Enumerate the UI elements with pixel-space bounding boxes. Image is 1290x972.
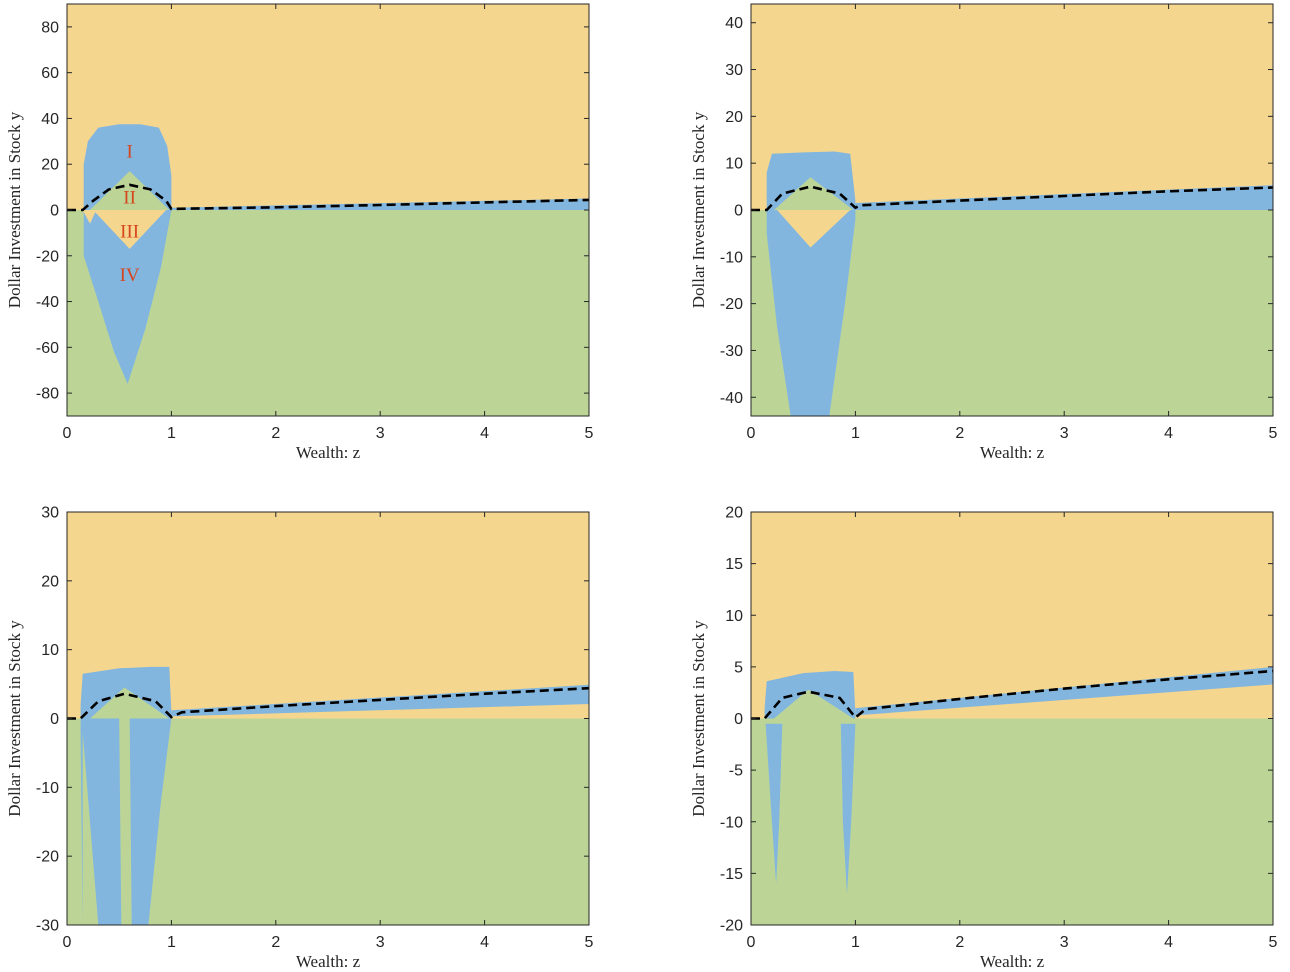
boundary-curve (751, 669, 1273, 720)
x-tick-label: 1 (851, 934, 860, 951)
plot-area (751, 512, 1273, 925)
y-tick-label: 40 (41, 111, 59, 128)
y-tick-label: 30 (725, 62, 743, 79)
y-tick-label: -20 (36, 849, 59, 866)
y-tick-label: 0 (734, 203, 743, 220)
region-blue-spike-left (765, 723, 783, 884)
y-tick-label: -40 (36, 294, 59, 311)
region-blue-lower (766, 210, 856, 416)
y-tick-label: 20 (725, 505, 743, 522)
y-tick-label: -30 (720, 343, 743, 360)
region-ii (773, 689, 854, 719)
y-tick-label: -15 (720, 866, 743, 883)
x-tick-label: 0 (63, 934, 72, 951)
y-tick-label: -20 (720, 918, 743, 935)
x-tick-label: 4 (480, 934, 489, 951)
x-tick-label: 1 (167, 934, 176, 951)
boundary-curve (751, 185, 1273, 212)
region-blue-strip (855, 185, 1273, 210)
x-tick-label: 1 (167, 425, 176, 442)
boundary-curve (67, 183, 589, 212)
x-tick-label: 1 (851, 425, 860, 442)
x-tick-label: 3 (1060, 425, 1069, 442)
y-tick-label: -20 (36, 248, 59, 265)
region-label: III (120, 222, 139, 243)
x-tick-label: 0 (63, 425, 72, 442)
y-tick-label: -10 (720, 249, 743, 266)
x-axis-label: Wealth: z (980, 443, 1045, 462)
region-ii (773, 177, 854, 210)
chart-panel-bottom-right: 0 1 2 3 4 5 -20 -15 -10 -5 0 5 10 15 20 Wealth: z Dollar… (689, 505, 1278, 972)
region-iii (777, 210, 851, 248)
y-tick-label: 20 (41, 157, 59, 174)
plot-area (751, 4, 1273, 416)
x-tick-label: 4 (1164, 934, 1173, 951)
region-blue-lower-left (80, 718, 122, 925)
region-ii (89, 687, 170, 719)
x-axis-label: Wealth: z (296, 443, 361, 462)
y-axis-label: Dollar Investment in Stock y (5, 620, 24, 817)
y-tick-label: -30 (36, 918, 59, 935)
y-tick-label: -10 (36, 780, 59, 797)
y-tick-label: -60 (36, 340, 59, 357)
y-tick-label: 10 (725, 156, 743, 173)
y-tick-label: -40 (720, 390, 743, 407)
y-tick-label: 15 (725, 556, 743, 573)
y-tick-label: 20 (725, 109, 743, 126)
y-tick-label: 0 (734, 711, 743, 728)
y-axis-label: Dollar Investment in Stock y (689, 620, 708, 817)
x-tick-label: 5 (585, 425, 594, 442)
x-tick-label: 3 (376, 425, 385, 442)
y-tick-label: 10 (41, 642, 59, 659)
region-blue-lower (83, 210, 172, 384)
x-axis-label: Wealth: z (980, 952, 1045, 971)
x-tick-label: 5 (1269, 934, 1278, 951)
y-axis-label: Dollar Investment in Stock y (689, 111, 708, 308)
plot-area (67, 512, 589, 925)
region-blue-lower-right (129, 718, 172, 925)
y-tick-label: 20 (41, 573, 59, 590)
y-tick-label: -20 (720, 296, 743, 313)
y-tick-label: 0 (50, 203, 59, 220)
x-tick-label: 2 (955, 425, 964, 442)
y-tick-label: 0 (50, 711, 59, 728)
y-tick-label: -5 (729, 763, 743, 780)
region-label: IV (120, 265, 140, 286)
region-green (751, 718, 1273, 925)
x-tick-label: 3 (1060, 934, 1069, 951)
y-tick-label: 40 (725, 15, 743, 32)
x-tick-label: 0 (747, 934, 756, 951)
y-tick-label: 5 (734, 659, 743, 676)
x-tick-label: 0 (747, 425, 756, 442)
y-tick-label: 60 (41, 65, 59, 82)
y-tick-label: 80 (41, 19, 59, 36)
y-tick-label: -10 (720, 814, 743, 831)
y-tick-label: -80 (36, 386, 59, 403)
x-tick-label: 2 (271, 425, 280, 442)
region-blue-spike-right (840, 723, 856, 894)
region-label: I (126, 141, 132, 162)
x-tick-label: 5 (1269, 425, 1278, 442)
region-orange-wedge (82, 210, 97, 224)
region-label: II (123, 187, 136, 208)
x-axis-label: Wealth: z (296, 952, 361, 971)
boundary-curve (67, 686, 589, 720)
y-tick-label: 30 (41, 505, 59, 522)
x-tick-label: 5 (585, 934, 594, 951)
x-tick-label: 3 (376, 934, 385, 951)
chart-panel-top-right: 0 1 2 3 4 5 -40 -30 -20 -10 0 10 20 30 40 Wealth: z Doll… (689, 3, 1278, 462)
region-ii (89, 171, 170, 210)
x-tick-label: 4 (480, 425, 489, 442)
chart-panel-bottom-left: 0 1 2 3 4 5 -30 -20 -10 0 10 20 30 Wealth: z Dollar In… (5, 505, 594, 972)
x-tick-label: 2 (271, 934, 280, 951)
x-tick-label: 2 (955, 934, 964, 951)
y-tick-label: 10 (725, 608, 743, 625)
x-tick-label: 4 (1164, 425, 1173, 442)
region-iii (93, 210, 167, 249)
y-axis-label: Dollar Investment in Stock y (5, 111, 24, 308)
